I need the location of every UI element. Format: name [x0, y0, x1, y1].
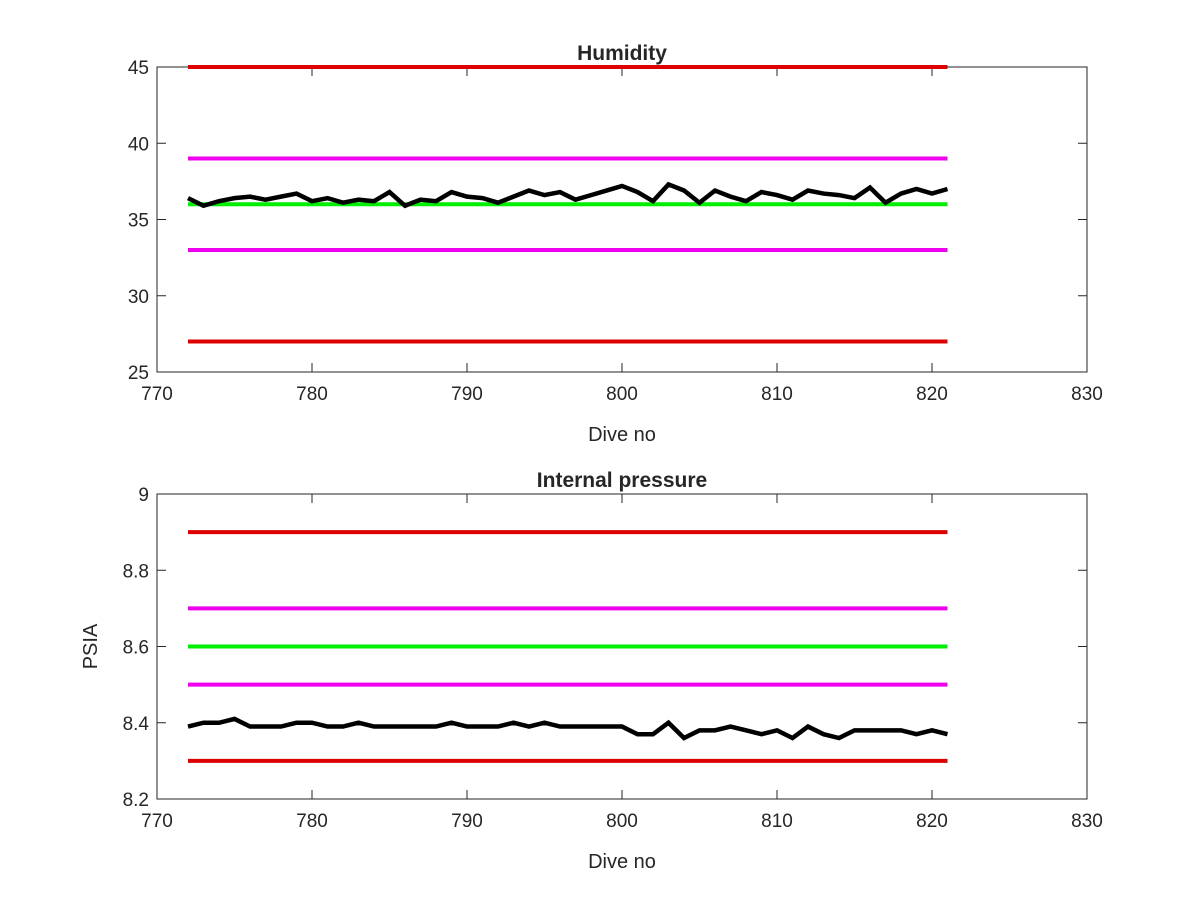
y-tick-label: 25: [128, 363, 149, 384]
x-tick-label: 800: [606, 811, 638, 832]
chart-title: Internal pressure: [537, 469, 707, 492]
subplot-1: 770 780 790 800 810 820 830 25 30 35 40 45 Humidity D…: [128, 42, 1103, 446]
y-tick-label: 40: [128, 134, 149, 155]
axes-box: [156, 66, 1088, 373]
x-tick-label: 780: [296, 384, 328, 405]
x-axis-label: Dive no: [588, 424, 656, 446]
series-line-measured: [187, 716, 949, 741]
x-tick-label: 800: [606, 384, 638, 405]
y-tick-label: 8.4: [123, 714, 150, 735]
y-tick-label: 8.6: [123, 638, 149, 659]
x-tick-label: 790: [451, 811, 483, 832]
x-tick-label: 770: [141, 811, 173, 832]
y-tick-label: 9: [138, 485, 149, 506]
y-tick-label: 8.8: [123, 561, 149, 582]
y-tick-label: 8.2: [123, 790, 149, 811]
y-tick-label: 35: [128, 211, 149, 232]
x-tick-label: 820: [916, 811, 948, 832]
x-tick-label: 830: [1071, 811, 1103, 832]
subplot-2: 770 780 790 800 810 820 830 8.2 8.4 8.6 8.8 9 Intern…: [80, 469, 1103, 873]
y-tick-label: 30: [128, 287, 149, 308]
x-tick-label: 820: [916, 384, 948, 405]
x-tick-label: 810: [761, 811, 793, 832]
x-tick-label: 790: [451, 384, 483, 405]
x-tick-label: 830: [1071, 384, 1103, 405]
chart-title: Humidity: [577, 42, 667, 65]
x-axis-label: Dive no: [588, 851, 656, 873]
y-axis-label: PSIA: [80, 623, 102, 669]
x-tick-label: 770: [141, 384, 173, 405]
x-tick-label: 810: [761, 384, 793, 405]
series-line-measured: [187, 181, 949, 209]
y-tick-label: 45: [128, 58, 149, 79]
x-tick-label: 780: [296, 811, 328, 832]
